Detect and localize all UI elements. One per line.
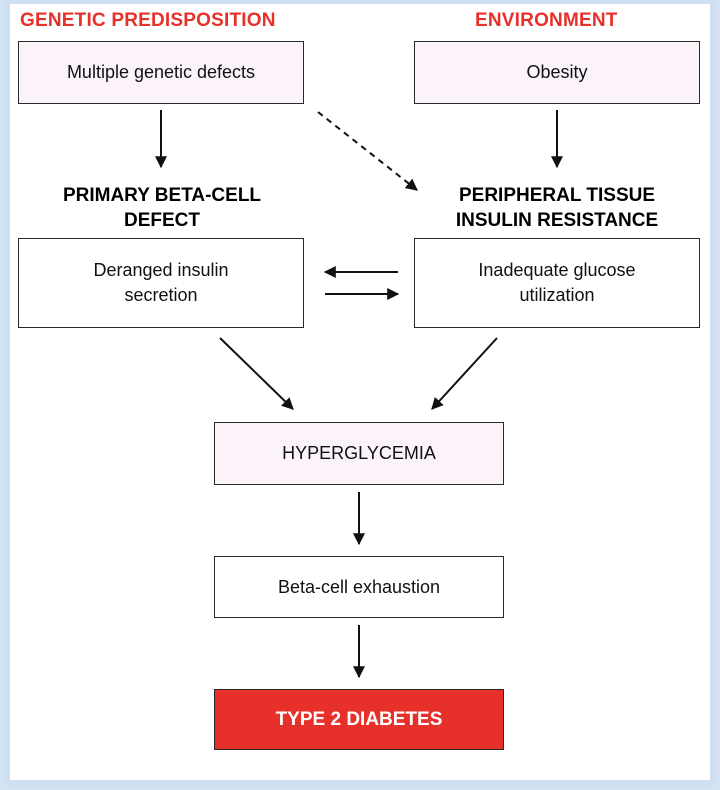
glucose-utilization-line2: utilization [519,285,595,305]
insulin-secretion-line2: secretion [124,285,198,305]
beta-cell-heading-line1: PRIMARY BETA-CELL [62,185,262,206]
obesity-box: Obesity [414,41,700,104]
beta-cell-exhaustion-label: Beta-cell exhaustion [277,576,441,597]
genetic-predisposition-heading: GENETIC PREDISPOSITION [20,10,276,31]
beta-cell-heading-line2: DEFECT [124,210,200,231]
diagram-canvas [10,4,710,780]
primary-beta-cell-defect-heading: PRIMARY BETA-CELL DEFECT [14,183,310,233]
glucose-utilization-line1: Inadequate glucose [478,260,636,280]
obesity-label: Obesity [526,62,588,82]
genetic-defects-label: Multiple genetic defects [66,62,256,82]
hyperglycemia-box: HYPERGLYCEMIA [214,422,504,485]
genetic-defects-box: Multiple genetic defects [18,41,304,104]
type2-diabetes-label: TYPE 2 DIABETES [275,709,443,730]
insulin-secretion-line1: Deranged insulin [93,260,229,280]
hyperglycemia-label: HYPERGLYCEMIA [282,443,436,463]
environment-heading: ENVIRONMENT [475,10,618,31]
glucose-utilization-box: Inadequate glucose utilization [414,238,700,328]
insulin-secretion-box: Deranged insulin secretion [18,238,304,328]
peripheral-heading-line2: INSULIN RESISTANCE [455,210,659,231]
peripheral-heading-line1: PERIPHERAL TISSUE [458,185,656,206]
beta-cell-exhaustion-box: Beta-cell exhaustion [214,556,504,618]
type2-diabetes-box: TYPE 2 DIABETES [214,689,504,750]
peripheral-insulin-resistance-heading: PERIPHERAL TISSUE INSULIN RESISTANCE [404,183,710,233]
